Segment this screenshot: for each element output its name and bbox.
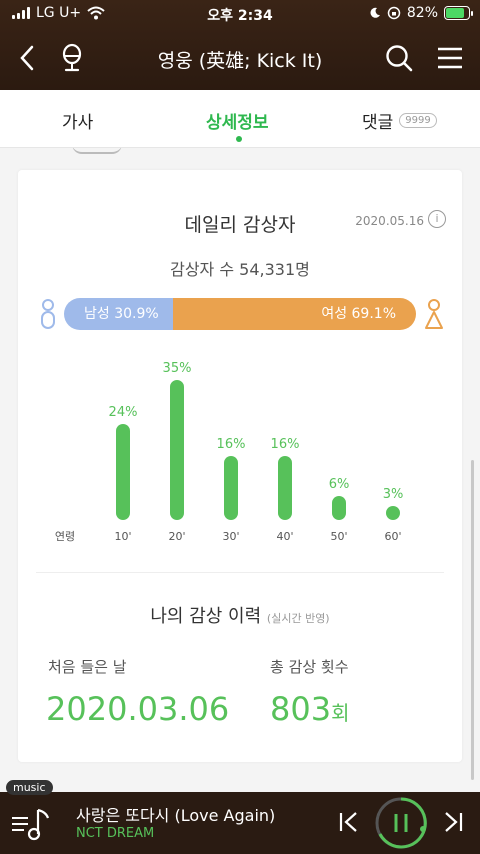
daily-date: 2020.05.16 [355, 214, 424, 228]
battery-icon [444, 6, 473, 20]
tick-label-2: 30' [222, 530, 239, 543]
tab-comments[interactable]: 댓글 9999 [362, 108, 437, 133]
bar-1 [170, 380, 184, 520]
daily-listeners-card: 데일리 감상자 2020.05.16 i 감상자 수 54,331명 남성 30… [18, 170, 462, 762]
back-icon[interactable] [14, 42, 42, 74]
info-icon[interactable]: i [428, 210, 446, 228]
top-bar: LG U+ 오후 2:34 82% [0, 0, 480, 90]
play-count-unit: 회 [331, 701, 350, 725]
now-playing-artist[interactable]: NCT DREAM [76, 826, 155, 841]
male-segment: 남성 30.9% [64, 298, 173, 330]
divider [36, 572, 444, 573]
history-title-text: 나의 감상 이력 [150, 606, 262, 627]
comment-count-badge: 9999 [399, 113, 437, 128]
first-listen-label: 처음 들은 날 [48, 658, 127, 676]
scrolled-content-edge [72, 148, 132, 158]
bar-4 [332, 496, 346, 520]
history-note: (실시간 반영) [266, 612, 330, 625]
battery-percent: 82% [406, 5, 438, 21]
scrollbar[interactable] [471, 460, 474, 780]
bar-3 [278, 456, 292, 520]
next-track-icon[interactable] [442, 810, 464, 834]
rotation-lock-icon [387, 6, 401, 20]
tick-label-3: 40' [276, 530, 293, 543]
female-segment: 여성 69.1% [172, 298, 416, 330]
tab-lyrics[interactable]: 가사 [62, 113, 94, 133]
tab-bar: 가사 상세정보 댓글 9999 [0, 90, 480, 148]
listener-count: 감상자 수 54,331명 [170, 260, 310, 279]
pause-button[interactable] [374, 796, 428, 850]
age-chart: 연령 24% 10' 35% 20' 16% 30' 16% 40' 6% 50' 3% 60' [55, 361, 404, 543]
first-listen-date: 2020.03.06 [46, 690, 230, 728]
search-icon[interactable] [384, 42, 414, 74]
daily-title: 데일리 감상자 [184, 214, 296, 236]
mini-player[interactable]: 사랑은 또다시 (Love Again) NCT DREAM [0, 792, 480, 854]
bar-5 [386, 506, 400, 520]
playlist-icon[interactable] [10, 804, 52, 842]
status-bar: LG U+ 오후 2:34 82% [0, 0, 480, 28]
tick-label-0: 10' [114, 530, 131, 543]
menu-icon[interactable] [436, 44, 464, 72]
bar-value-label-2: 16% [217, 437, 246, 452]
play-count-label: 총 감상 횟수 [270, 658, 349, 676]
page-title: 영웅 (英雄; Kick It) [157, 50, 323, 72]
now-playing-title[interactable]: 사랑은 또다시 (Love Again) [76, 806, 276, 825]
male-icon [41, 299, 55, 329]
gender-ratio-bar: 남성 30.9% 여성 69.1% [64, 298, 416, 330]
previous-track-icon[interactable] [338, 810, 360, 834]
play-count-value: 803회 [270, 690, 349, 728]
play-count-number: 803 [270, 690, 332, 728]
mic-icon[interactable] [58, 42, 86, 74]
carrier: LG U+ [36, 5, 82, 21]
tick-label-1: 20' [168, 530, 185, 543]
bar-value-label-5: 3% [383, 487, 404, 502]
female-icon [425, 299, 443, 329]
tab-details[interactable]: 상세정보 [206, 113, 269, 133]
moon-icon [370, 7, 380, 18]
header: 영웅 (英雄; Kick It) [0, 36, 480, 80]
active-tab-indicator [236, 136, 242, 142]
tab-comments-label: 댓글 [362, 113, 394, 133]
x-axis-label: 연령 [55, 530, 75, 543]
wifi-icon [87, 6, 105, 20]
tick-label-5: 60' [384, 530, 401, 543]
bar-2 [224, 456, 238, 520]
bar-value-label-1: 35% [163, 361, 192, 376]
status-time: 오후 2:34 [207, 8, 273, 24]
bar-0 [116, 424, 130, 520]
bar-value-label-3: 16% [271, 437, 300, 452]
tick-label-4: 50' [330, 530, 347, 543]
bar-value-label-0: 24% [109, 405, 138, 420]
bar-value-label-4: 6% [329, 477, 350, 492]
music-tag: music [6, 780, 53, 795]
history-title: 나의 감상 이력 (실시간 반영) [18, 602, 462, 628]
signal-icon [12, 7, 30, 19]
